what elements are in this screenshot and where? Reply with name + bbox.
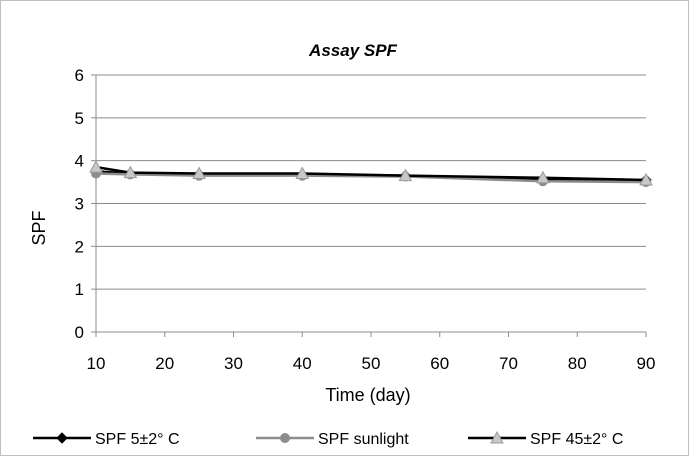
legend-item-2: SPF sunlight bbox=[256, 431, 409, 448]
axes bbox=[91, 74, 647, 337]
y-tick-label: 0 bbox=[75, 323, 84, 342]
x-tick-label: 90 bbox=[637, 354, 656, 373]
y-tick-labels: 0 1 2 3 4 5 6 bbox=[75, 66, 84, 342]
data-point bbox=[398, 168, 413, 182]
y-tick-label: 3 bbox=[75, 195, 84, 214]
data-point bbox=[536, 170, 550, 184]
data-point bbox=[89, 160, 103, 173]
data-point bbox=[192, 166, 206, 180]
y-tick-label: 4 bbox=[75, 152, 84, 171]
x-tick-label: 50 bbox=[362, 354, 381, 373]
x-tick-label: 80 bbox=[568, 354, 587, 373]
legend: SPF 5±2° C SPF sunlight SPF 45±2° C bbox=[33, 430, 623, 448]
legend-marker bbox=[280, 433, 290, 443]
x-tick-label: 60 bbox=[430, 354, 449, 373]
x-tick-labels: 10 20 30 40 50 60 70 80 90 bbox=[87, 354, 656, 373]
y-tick-label: 2 bbox=[75, 237, 84, 256]
data-point bbox=[295, 166, 310, 180]
x-tick-label: 10 bbox=[87, 354, 106, 373]
x-tick-label: 30 bbox=[224, 354, 243, 373]
x-tick-label: 70 bbox=[499, 354, 518, 373]
data-point bbox=[123, 165, 138, 179]
y-tick-label: 5 bbox=[75, 109, 84, 128]
chart-title: Assay SPF bbox=[308, 41, 397, 60]
x-axis-label: Time (day) bbox=[325, 385, 410, 405]
legend-item-1: SPF 5±2° C bbox=[33, 431, 180, 448]
legend-marker bbox=[490, 430, 504, 444]
series-line bbox=[95, 165, 647, 182]
gridlines bbox=[96, 74, 646, 290]
legend-label: SPF 45±2° C bbox=[530, 431, 623, 448]
data-point bbox=[639, 172, 653, 186]
series-3 bbox=[89, 160, 653, 186]
x-tick-label: 40 bbox=[293, 354, 312, 373]
legend-marker bbox=[56, 432, 68, 444]
legend-item-3: SPF 45±2° C bbox=[468, 430, 623, 448]
y-axis-label: SPF bbox=[29, 210, 49, 245]
legend-label: SPF 5±2° C bbox=[95, 431, 180, 448]
x-tick-label: 20 bbox=[155, 354, 174, 373]
plot-area bbox=[89, 160, 653, 188]
y-tick-label: 6 bbox=[75, 66, 84, 85]
legend-label: SPF sunlight bbox=[318, 431, 409, 448]
y-tick-label: 1 bbox=[75, 280, 84, 299]
